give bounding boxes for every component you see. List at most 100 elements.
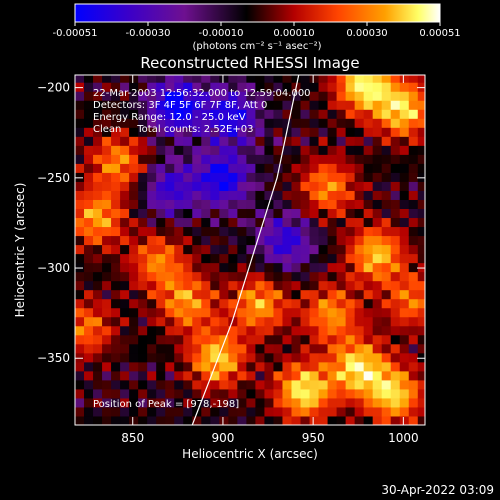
heatmap-cell [381, 145, 392, 155]
heatmap-cell [354, 352, 365, 363]
heatmap-cell [354, 82, 365, 92]
heatmap-cell [210, 271, 220, 282]
heatmap-cell [75, 280, 85, 291]
heatmap-cell [75, 136, 85, 146]
heatmap-cell [408, 181, 419, 191]
heatmap-cell [183, 154, 193, 164]
heatmap-cell [156, 100, 166, 110]
heatmap-cell [192, 397, 202, 408]
heatmap-cell [408, 415, 419, 425]
heatmap-cell [201, 325, 211, 336]
heatmap-cell [282, 100, 292, 110]
heatmap-cell [318, 289, 329, 300]
heatmap-cell [228, 307, 238, 318]
heatmap-cell [129, 352, 139, 363]
heatmap-cell [363, 217, 374, 228]
heatmap-cell [201, 271, 211, 282]
heatmap-cell [246, 109, 256, 119]
heatmap-cell [336, 388, 347, 399]
heatmap-cell [156, 289, 166, 300]
heatmap-cell [75, 388, 85, 399]
heatmap-cell [219, 91, 229, 101]
heatmap-cell [291, 127, 302, 137]
heatmap-cell [291, 217, 302, 228]
heatmap-cell [129, 316, 139, 327]
heatmap-cell [138, 136, 148, 146]
heatmap-cell [264, 75, 274, 83]
heatmap-cell [327, 163, 338, 173]
heatmap-cell [183, 172, 193, 182]
heatmap-cell [255, 280, 265, 291]
heatmap-cell [192, 91, 202, 101]
heatmap-cell [372, 280, 383, 291]
heatmap-cell [363, 397, 374, 408]
heatmap-cell [174, 190, 184, 200]
heatmap-cell [120, 352, 130, 363]
heatmap-cell [138, 154, 148, 164]
annotation-detectors: Detectors: 3F 4F 5F 6F 7F 8F, Att 0 [93, 100, 267, 111]
heatmap-cell [120, 82, 130, 92]
heatmap-cell [381, 379, 392, 390]
heatmap-cell [390, 181, 401, 191]
heatmap-cell [345, 361, 356, 372]
heatmap-cell [300, 217, 311, 228]
heatmap-cell [246, 118, 256, 128]
heatmap-cell [264, 127, 274, 137]
heatmap-cell [129, 145, 139, 155]
heatmap-cell [372, 244, 383, 255]
heatmap-cell [255, 307, 265, 318]
heatmap-cell [291, 235, 302, 246]
heatmap-cell [264, 163, 274, 173]
heatmap-cell [84, 370, 94, 381]
heatmap-cell [102, 334, 112, 345]
heatmap-cell [273, 136, 283, 146]
heatmap-cell [219, 406, 229, 417]
heatmap-cell [120, 370, 130, 381]
heatmap-cell [390, 75, 401, 83]
annotation-clean-counts: Clean Total counts: 2.52E+03 [93, 124, 253, 135]
heatmap-cell [381, 244, 392, 255]
heatmap-cell [102, 136, 112, 146]
heatmap-cell [237, 199, 247, 209]
heatmap-cell [156, 226, 166, 237]
heatmap-cell [417, 82, 425, 92]
heatmap-cell [264, 253, 274, 264]
heatmap-cell [102, 226, 112, 237]
heatmap-cell [345, 100, 356, 110]
heatmap-cell [408, 163, 419, 173]
heatmap-cell [138, 91, 148, 101]
heatmap-cell [390, 208, 401, 219]
heatmap-cell [228, 397, 238, 408]
heatmap-cell [210, 100, 220, 110]
heatmap-cell [390, 379, 401, 390]
heatmap-cell [228, 298, 238, 309]
heatmap-cell [291, 325, 302, 336]
heatmap-cell [345, 289, 356, 300]
heatmap-cell [93, 109, 103, 119]
heatmap-cell [192, 235, 202, 246]
heatmap-cell [354, 109, 365, 119]
heatmap-cell [228, 253, 238, 264]
heatmap-cell [399, 100, 410, 110]
heatmap-cell [201, 100, 211, 110]
heatmap-cell [390, 118, 401, 128]
heatmap-cell [165, 181, 175, 191]
heatmap-cell [327, 307, 338, 318]
heatmap-cell [84, 226, 94, 237]
heatmap-cell [201, 298, 211, 309]
heatmap-cell [282, 163, 292, 173]
heatmap-cell [264, 334, 274, 345]
heatmap-cell [363, 154, 374, 164]
heatmap-cell [417, 397, 425, 408]
heatmap-cell [210, 154, 220, 164]
heatmap-cell [237, 289, 247, 300]
heatmap-cell [129, 118, 139, 128]
heatmap-cell [363, 172, 374, 182]
heatmap-cell [210, 397, 220, 408]
heatmap-cell [129, 82, 139, 92]
heatmap-cell [264, 181, 274, 191]
heatmap-cell [174, 280, 184, 291]
heatmap-cell [273, 127, 283, 137]
heatmap-cell [138, 280, 148, 291]
heatmap-cell [300, 307, 311, 318]
